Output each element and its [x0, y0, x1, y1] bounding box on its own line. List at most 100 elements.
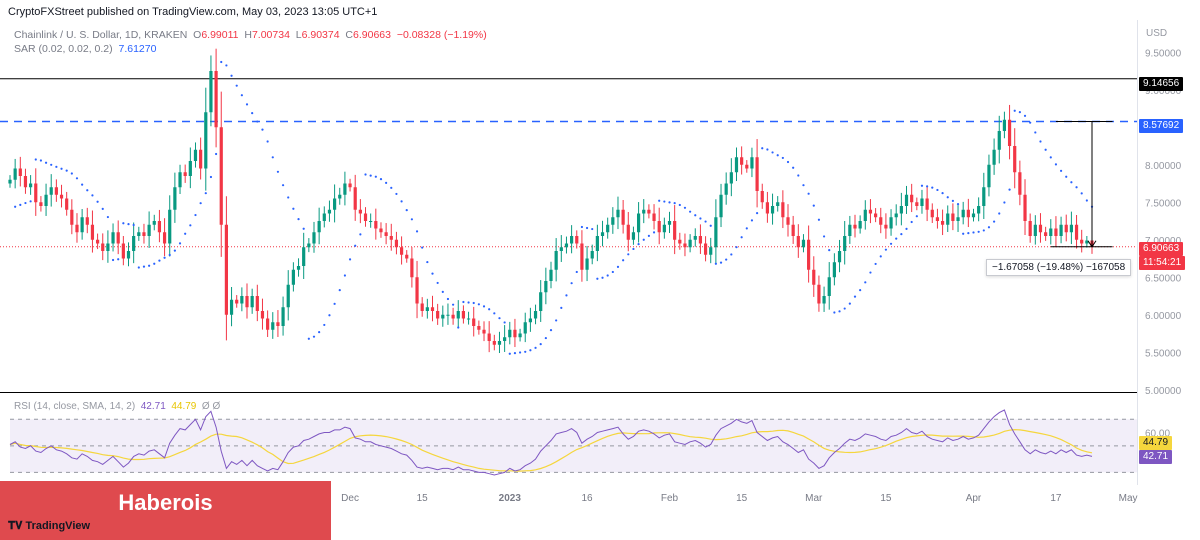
sar-dot: [312, 335, 316, 338]
candle-body: [106, 243, 110, 251]
candle-body: [441, 314, 445, 319]
sar-dot: [220, 60, 223, 64]
sar-dot: [60, 167, 63, 170]
sar-dot: [256, 120, 259, 123]
candle-body: [162, 232, 167, 244]
candle-body: [487, 333, 491, 341]
candle-body: [65, 198, 69, 210]
symbol-legend: Chainlink / U. S. Dollar, 1D, KRAKEN O6.…: [14, 29, 487, 41]
rsi-legend-extra: Ø Ø: [201, 401, 221, 412]
candle-body: [1023, 194, 1027, 221]
candle-body: [466, 318, 471, 320]
candle-body: [992, 149, 996, 165]
candle-body: [662, 224, 666, 233]
sar-dot: [214, 152, 218, 156]
candle-body: [693, 236, 697, 240]
candle-body: [497, 341, 502, 345]
candle-body: [564, 243, 569, 248]
sar-dot: [29, 200, 32, 203]
sar-dot: [204, 192, 207, 195]
candle-body: [317, 221, 321, 233]
sar-dot: [1008, 188, 1011, 191]
sar-dot: [292, 207, 295, 210]
sar-dot: [1054, 163, 1058, 166]
sar-dot: [549, 329, 553, 332]
candle-body: [745, 164, 749, 169]
candle-body: [729, 172, 733, 184]
candle-body: [899, 206, 903, 214]
sar-dot: [364, 173, 367, 176]
sar-dot: [55, 165, 58, 168]
last-price-tag: 6.90663: [1139, 242, 1184, 256]
candle-body: [1054, 228, 1058, 236]
sar-dot: [524, 350, 527, 353]
candle-body: [312, 232, 316, 244]
sar-dot: [817, 218, 821, 221]
candle-body: [858, 221, 862, 229]
sar-dot: [740, 236, 743, 239]
sar-dot: [920, 184, 924, 187]
sar-dot: [936, 188, 939, 192]
candle-body: [229, 299, 234, 315]
sar-dot: [683, 206, 687, 209]
sar-dot: [24, 201, 27, 205]
candle-body: [13, 168, 17, 180]
candle-body: [595, 236, 599, 251]
candle-body: [636, 213, 641, 233]
sar-dot: [627, 253, 630, 256]
candle-body: [533, 311, 538, 319]
sar-dot: [178, 242, 182, 245]
candle-body: [95, 239, 100, 244]
sar-dot: [828, 249, 831, 252]
candle-body: [688, 239, 692, 248]
sar-dot: [884, 248, 888, 251]
candle-body: [966, 209, 970, 218]
candle-body: [801, 239, 806, 248]
sar-dot: [385, 181, 388, 184]
candle-body: [879, 217, 883, 225]
sar-dot: [632, 247, 635, 251]
sar-dot: [1039, 140, 1042, 143]
sar-dot: [328, 314, 331, 317]
candle-body: [296, 266, 301, 270]
sar-dot: [235, 84, 238, 87]
rsi-legend-value: 42.71: [140, 401, 166, 412]
sar-dot: [905, 227, 908, 230]
candle-body: [997, 131, 1001, 150]
sar-dot: [117, 258, 120, 261]
candle-body: [647, 209, 651, 214]
candle-body: [8, 179, 12, 184]
sar-dot: [962, 232, 965, 235]
candle-body: [39, 202, 43, 206]
candle-body: [384, 232, 388, 236]
sar-dot: [1080, 192, 1083, 195]
sar-dot: [122, 222, 125, 225]
candle-body: [374, 221, 378, 229]
candle-body: [193, 149, 198, 161]
sar-dot: [158, 259, 161, 262]
sar-dot: [148, 264, 151, 267]
sar-dot: [714, 262, 717, 265]
x-axis-label: Mar: [805, 493, 823, 504]
sar-dot: [477, 303, 480, 306]
candle-body: [1064, 224, 1068, 233]
sar-dot: [853, 295, 857, 298]
sar-dot: [689, 210, 692, 213]
sar-dot: [616, 265, 620, 268]
change-value: −0.08328 (−1.19%): [396, 29, 487, 41]
x-axis-label: 15: [880, 493, 892, 504]
sar-dot: [534, 346, 537, 349]
sar-dot: [14, 205, 17, 208]
sar-dot: [297, 218, 300, 221]
sar-dot: [900, 232, 903, 236]
sar-dot: [972, 231, 975, 234]
candle-body: [188, 161, 192, 176]
candle-body: [219, 127, 223, 225]
sar-dot: [39, 159, 43, 162]
sar-dot: [967, 231, 970, 235]
candle-body: [75, 224, 79, 233]
x-axis-label: 15: [736, 493, 748, 504]
measure-label: −1.67058 (−19.48%) −167058: [986, 259, 1132, 276]
candle-body: [503, 337, 507, 341]
